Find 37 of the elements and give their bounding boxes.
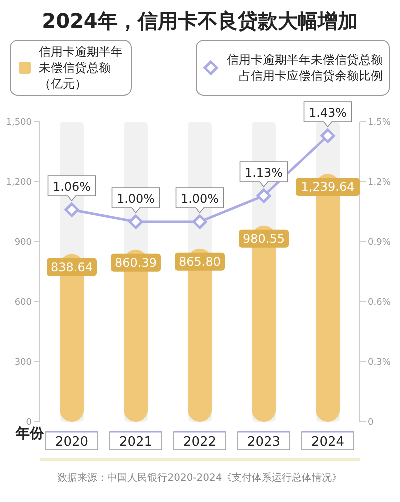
y2-tick-label: 0.9% (368, 238, 392, 248)
x-tick-label: 2024 (311, 435, 345, 450)
y2-tick-label: 0.6% (368, 298, 392, 308)
data-label: 1.00% (116, 192, 156, 206)
y-tick-label: 300 (14, 358, 32, 368)
y-tick-label: 1,500 (6, 118, 32, 128)
legend-label: 信用卡逾期半年未偿信贷总额（亿元） (39, 44, 124, 92)
y2-tick-label: 0 (368, 418, 374, 428)
point (128, 214, 144, 230)
x-tick-label: 2020 (55, 435, 89, 450)
y-tick-label: 600 (14, 298, 32, 308)
data-label: 838.64 (51, 260, 93, 274)
data-label: 860.39 (115, 256, 157, 270)
data-label: 1.13% (244, 166, 284, 180)
point (256, 188, 272, 204)
source-note: 数据来源：中国人民银行2020-2024《支付体系运行总体情况》 (56, 472, 344, 485)
point (192, 214, 208, 230)
y2-tick-label: 1.5% (368, 118, 392, 128)
data-label: 1,239.64 (301, 180, 355, 194)
data-label: 980.55 (243, 232, 285, 246)
y-tick-label: 0 (26, 418, 32, 428)
y-tick-label: 1,200 (6, 178, 32, 188)
legend-label: 信用卡逾期半年未偿信贷总额占信用卡应偿信贷余额比例 (226, 52, 383, 84)
y2-tick-label: 0.3% (368, 358, 392, 368)
y2-tick-label: 1.2% (368, 178, 392, 188)
data-label: 1.00% (180, 192, 220, 206)
x-axis-title: 年份 (15, 426, 45, 442)
chart-title: 2024年，信用卡不良贷款大幅增加 (41, 8, 359, 35)
y-tick-label: 900 (14, 238, 32, 248)
x-tick-label: 2022 (183, 435, 217, 450)
data-label: 865.80 (179, 254, 221, 269)
data-label: 1.43% (308, 106, 348, 120)
data-label: 1.06% (52, 180, 92, 194)
x-tick-label: 2023 (247, 435, 281, 450)
point (64, 202, 80, 218)
x-tick-label: 2021 (119, 435, 153, 450)
point (320, 128, 336, 144)
